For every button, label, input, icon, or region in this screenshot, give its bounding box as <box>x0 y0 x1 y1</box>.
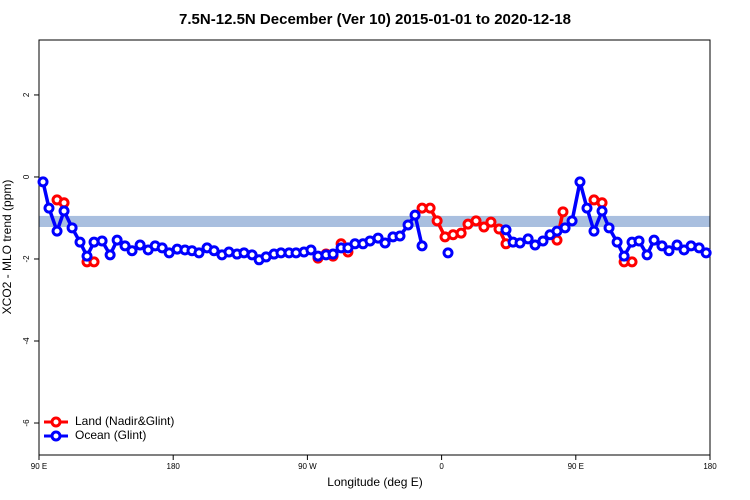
point <box>700 247 712 259</box>
point <box>603 222 615 234</box>
point <box>522 233 534 245</box>
point <box>134 239 146 251</box>
point <box>470 215 482 227</box>
point <box>379 237 391 249</box>
point <box>566 215 578 227</box>
point <box>104 249 116 261</box>
point <box>327 248 339 260</box>
point <box>626 256 638 268</box>
point <box>424 202 436 214</box>
point <box>126 245 138 257</box>
point <box>641 249 653 261</box>
y-tick-label: -4 <box>22 337 31 345</box>
point <box>74 236 86 248</box>
point <box>671 239 683 251</box>
point <box>574 176 586 188</box>
point <box>656 240 668 252</box>
point <box>96 235 108 247</box>
point <box>246 249 258 261</box>
point <box>633 235 645 247</box>
x-tick-label: 180 <box>167 462 181 471</box>
y-axis-label: XCO2 - MLO trend (ppm) <box>0 180 14 315</box>
point <box>416 240 428 252</box>
y-tick-label: -6 <box>22 419 31 427</box>
point <box>119 240 131 252</box>
legend-marker <box>50 430 62 442</box>
point <box>402 219 414 231</box>
point <box>394 230 406 242</box>
point <box>588 225 600 237</box>
point <box>442 247 454 259</box>
point <box>305 244 317 256</box>
point <box>431 215 443 227</box>
point <box>372 232 384 244</box>
point <box>111 234 123 246</box>
x-tick-label: 90 W <box>298 462 317 471</box>
y-tick-label: 0 <box>22 174 31 179</box>
x-tick-label: 90 E <box>31 462 47 471</box>
reference-band <box>39 215 710 227</box>
point <box>455 227 467 239</box>
point <box>581 202 593 214</box>
legend-label: Land (Nadir&Glint) <box>75 414 174 428</box>
point <box>648 234 660 246</box>
chart-title: 7.5N-12.5N December (Ver 10) 2015-01-01 … <box>179 11 571 28</box>
x-axis-label: Longitude (deg E) <box>327 475 422 489</box>
point <box>58 205 70 217</box>
point <box>156 242 168 254</box>
point <box>66 222 78 234</box>
point <box>37 176 49 188</box>
point <box>557 206 569 218</box>
point <box>51 225 63 237</box>
point <box>500 224 512 236</box>
point <box>43 202 55 214</box>
point <box>208 245 220 257</box>
point <box>529 239 541 251</box>
point <box>618 250 630 262</box>
point <box>596 205 608 217</box>
legend-marker <box>50 416 62 428</box>
plot-frame <box>38 39 711 456</box>
point <box>478 221 490 233</box>
point <box>611 236 623 248</box>
x-tick-label: 180 <box>703 462 717 471</box>
point <box>514 237 526 249</box>
x-tick-label: 0 <box>439 462 444 471</box>
point <box>559 222 571 234</box>
point <box>485 216 497 228</box>
legend-label: Ocean (Glint) <box>75 428 146 442</box>
point <box>409 209 421 221</box>
point <box>663 245 675 257</box>
point <box>693 242 705 254</box>
point <box>81 250 93 262</box>
y-tick-label: -2 <box>22 255 31 263</box>
y-tick-label: 2 <box>22 92 31 97</box>
point <box>193 247 205 259</box>
point <box>88 256 100 268</box>
x-tick-label: 90 E <box>568 462 584 471</box>
point <box>537 235 549 247</box>
